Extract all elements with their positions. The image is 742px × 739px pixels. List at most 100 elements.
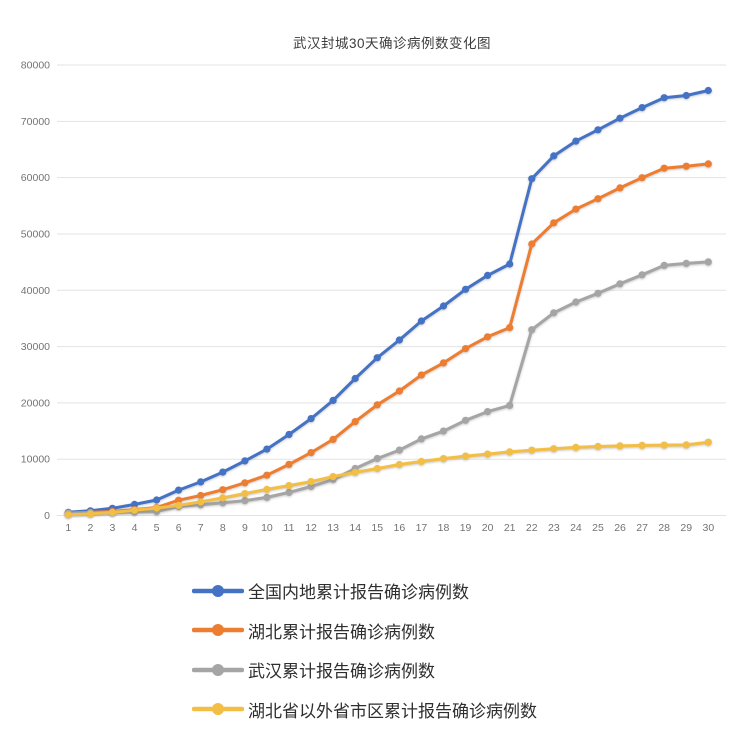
x-tick-label: 26	[614, 522, 626, 534]
data-point-marker	[285, 460, 293, 468]
data-point-marker	[616, 442, 624, 450]
y-tick-label: 0	[44, 510, 50, 522]
data-point-marker	[351, 468, 359, 476]
data-point-marker	[307, 478, 315, 486]
y-tick-label: 40000	[21, 285, 50, 297]
data-point-marker	[506, 324, 514, 332]
line-chart: 0 10000 20000 30000 40000 50000 60000 70000 8000…	[21, 60, 726, 534]
legend-label: 湖北省以外省市区累计报告确诊病例数	[248, 701, 537, 721]
data-point-marker	[241, 490, 249, 498]
data-point-marker	[263, 445, 271, 453]
data-point-marker	[329, 396, 337, 404]
x-tick-label: 27	[636, 522, 648, 534]
x-tick-label: 2	[87, 522, 93, 534]
x-tick-label: 13	[327, 522, 339, 534]
data-point-marker	[704, 160, 712, 168]
data-point-marker	[373, 464, 381, 473]
chart-title: 武汉封城30天确诊病例数变化图	[292, 36, 492, 51]
data-point-marker	[572, 137, 580, 145]
data-point-marker	[462, 452, 470, 460]
data-point-marker	[373, 354, 381, 362]
data-point-marker	[395, 446, 403, 454]
data-point-marker	[351, 418, 359, 426]
data-point-marker	[572, 443, 580, 451]
data-point-marker	[153, 496, 161, 504]
series-3	[64, 438, 712, 519]
series-line	[66, 440, 710, 517]
data-point-marker	[616, 280, 624, 288]
data-point-marker	[550, 219, 558, 227]
y-tick-label: 50000	[21, 228, 50, 240]
data-point-marker	[351, 374, 359, 383]
data-point-marker	[175, 486, 183, 494]
data-point-marker	[616, 184, 624, 192]
x-tick-label: 23	[548, 522, 560, 534]
data-point-marker	[484, 408, 492, 416]
x-tick-label: 18	[438, 522, 450, 534]
x-tick-label: 15	[371, 522, 383, 534]
series-line	[66, 89, 710, 514]
data-point-marker	[263, 471, 271, 479]
data-point-marker	[462, 416, 470, 424]
data-point-marker	[395, 460, 403, 469]
y-tick-label: 10000	[21, 454, 50, 466]
y-tick-label: 30000	[21, 341, 50, 353]
data-point-marker	[175, 496, 183, 504]
data-point-marker	[86, 510, 94, 518]
data-point-marker	[307, 415, 315, 423]
legend-marker-icon	[192, 584, 244, 597]
legend-item: 湖北省以外省市区累计报告确诊病例数	[192, 690, 537, 730]
data-point-marker	[241, 497, 249, 505]
data-point-marker	[263, 485, 271, 493]
x-tick-label: 24	[570, 522, 582, 534]
data-point-marker	[528, 326, 536, 334]
data-point-marker	[285, 482, 293, 490]
data-point-marker	[506, 260, 514, 268]
data-point-marker	[329, 435, 337, 443]
data-point-marker	[550, 445, 558, 453]
data-point-marker	[638, 174, 646, 182]
x-tick-label: 29	[680, 522, 692, 534]
data-point-marker	[594, 289, 602, 297]
data-point-marker	[439, 302, 448, 310]
data-point-marker	[175, 501, 183, 509]
legend-marker-icon	[192, 703, 244, 716]
legend-item: 全国内地累计报告确诊病例数	[192, 571, 537, 611]
data-point-marker	[704, 438, 712, 446]
data-point-marker	[197, 491, 205, 500]
x-tick-label: 10	[261, 522, 273, 534]
data-point-marker	[439, 359, 448, 367]
data-point-marker	[130, 500, 139, 508]
x-tick-label: 5	[154, 522, 160, 534]
data-point-marker	[130, 506, 139, 514]
data-point-marker	[417, 317, 425, 325]
data-point-marker	[660, 261, 668, 269]
data-point-marker	[550, 309, 558, 317]
x-tick-label: 9	[242, 522, 248, 534]
y-tick-label: 70000	[21, 116, 50, 128]
data-point-marker	[528, 446, 536, 454]
data-point-marker	[528, 175, 536, 183]
data-point-marker	[439, 427, 448, 435]
data-point-marker	[395, 387, 403, 395]
data-point-marker	[484, 333, 492, 341]
data-point-marker	[594, 442, 602, 451]
legend-marker-icon	[192, 624, 244, 637]
x-tick-label: 14	[349, 522, 361, 534]
data-point-marker	[572, 298, 580, 306]
series-1	[64, 160, 712, 517]
data-point-marker	[285, 488, 293, 496]
data-point-marker	[285, 430, 293, 439]
data-point-marker	[462, 285, 470, 293]
data-point-marker	[660, 441, 668, 449]
legend-label: 湖北累计报告确诊病例数	[248, 622, 435, 642]
data-point-marker	[241, 479, 249, 487]
data-point-marker	[373, 454, 381, 463]
data-point-marker	[64, 511, 72, 519]
x-tick-label: 7	[198, 522, 204, 534]
data-point-marker	[638, 441, 646, 449]
data-point-marker	[682, 91, 690, 100]
data-point-marker	[506, 401, 514, 409]
data-point-marker	[108, 508, 116, 516]
data-point-marker	[219, 494, 227, 502]
